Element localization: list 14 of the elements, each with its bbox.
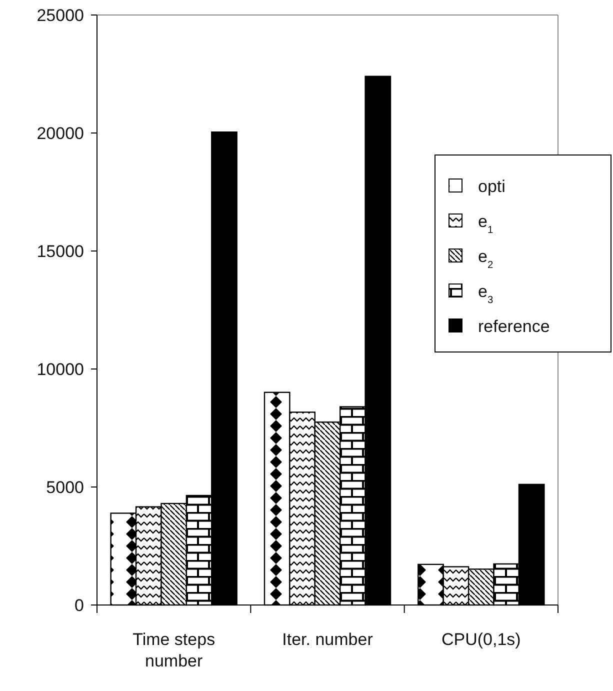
x-tick-label: CPU(0,1s): [441, 630, 521, 649]
y-tick-label: 5000: [46, 478, 84, 497]
x-tick-label: Iter. number: [282, 630, 374, 649]
x-tick-label: Time steps number: [132, 630, 216, 670]
legend-label: e$_{1}$: [478, 212, 494, 236]
legend-label: e$_{3}$: [478, 282, 494, 306]
y-tick-label: 0: [74, 596, 84, 615]
y-tick-label: 20000: [36, 124, 84, 143]
legend-label: e$_{2}$: [478, 246, 494, 270]
y-tick-label: 15000: [36, 242, 84, 261]
y-tick-label: 25000: [36, 6, 84, 25]
legend-label: opti: [478, 176, 506, 196]
y-tick-label: 10000: [36, 360, 84, 379]
legend-label: reference: [478, 316, 550, 336]
